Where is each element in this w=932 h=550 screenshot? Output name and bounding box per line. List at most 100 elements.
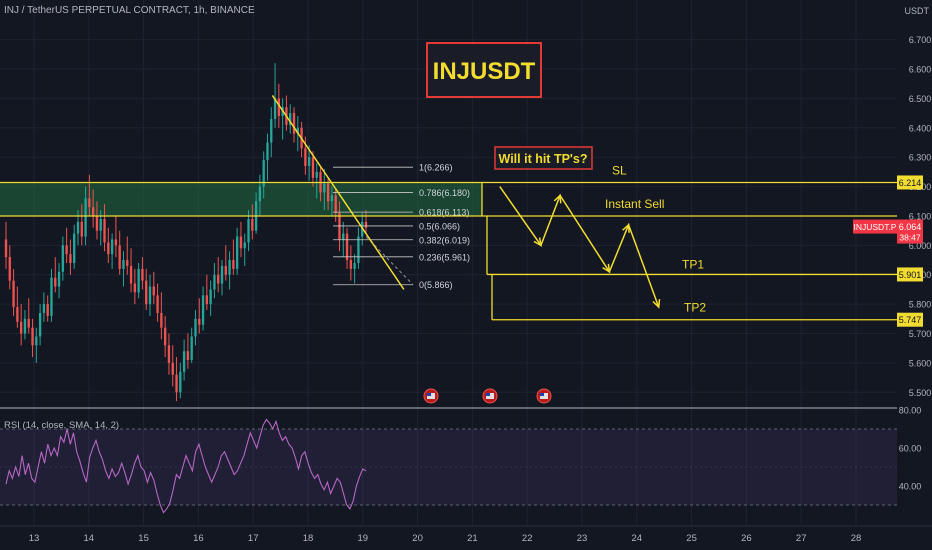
candle-body xyxy=(114,239,118,246)
candle-body xyxy=(266,142,269,161)
fib-level-label: 1(6.266) xyxy=(419,163,453,173)
time-tick-label: 18 xyxy=(303,533,314,544)
candle-body xyxy=(330,195,334,202)
candle-body xyxy=(349,260,353,269)
candle-body xyxy=(209,289,212,305)
candle-body xyxy=(220,265,224,284)
candle-body xyxy=(42,304,46,313)
time-tick-label: 26 xyxy=(741,533,752,544)
candles xyxy=(4,63,368,402)
rsi-tick-label: 80.00 xyxy=(899,406,922,416)
candle-body xyxy=(175,374,178,393)
currency-label: USDT xyxy=(905,6,930,16)
candle-body xyxy=(27,318,30,328)
price-tag-text: 6.214 xyxy=(899,178,922,188)
current-price-text: 6.064 xyxy=(899,222,922,232)
candle-body xyxy=(239,236,243,249)
candle-body xyxy=(31,327,34,346)
candle-body xyxy=(152,286,155,296)
candle-body xyxy=(54,277,57,287)
arrowhead xyxy=(533,237,542,247)
candle-body xyxy=(95,215,99,231)
candle-body xyxy=(307,157,311,167)
candle-body xyxy=(182,351,186,372)
candle-body xyxy=(126,260,129,266)
fib-diagonal xyxy=(365,236,414,286)
level-label: SL xyxy=(612,163,627,177)
candle-body xyxy=(232,260,235,269)
arrowhead xyxy=(622,223,630,233)
candle-body xyxy=(171,362,174,375)
candle-body xyxy=(65,245,68,255)
candle-body xyxy=(141,268,144,281)
candle-body xyxy=(186,351,190,360)
candle-body xyxy=(76,221,80,234)
price-axis[interactable]: USDT6.7006.6006.5006.4006.3006.2006.1006… xyxy=(853,0,932,550)
time-tick-label: 28 xyxy=(851,533,862,544)
candle-body xyxy=(12,280,15,308)
candle-body xyxy=(19,321,23,334)
arrowhead xyxy=(602,263,611,274)
time-tick-label: 14 xyxy=(84,533,95,544)
candle-body xyxy=(235,236,239,269)
candle-body xyxy=(247,218,250,243)
fib-level-label: 0(5.866) xyxy=(419,280,453,290)
candle-body xyxy=(129,265,133,284)
candle-body xyxy=(137,268,140,293)
symbol-tag xyxy=(853,219,897,234)
question-text: Will it hit TP's? xyxy=(499,152,588,166)
event-flag-icon-canton xyxy=(427,393,431,396)
candle-body xyxy=(315,171,318,178)
fib-level-label: 0.618(6.113) xyxy=(419,208,469,218)
time-axis[interactable]: 13 14 15 16 17 18 19 20 21 22 23 24 25 26 27 28 xyxy=(0,525,932,544)
candle-body xyxy=(194,318,197,337)
candle-body xyxy=(69,254,72,263)
price-tick-label: 6.600 xyxy=(909,65,932,75)
fib-level-label: 0.5(6.066) xyxy=(419,221,460,231)
event-flag-icon-canton xyxy=(486,393,490,396)
candle-body xyxy=(145,280,148,305)
candle-body xyxy=(46,304,49,316)
candle-body xyxy=(190,336,193,360)
time-tick-label: 27 xyxy=(796,533,807,544)
price-tick-label: 5.700 xyxy=(909,329,932,339)
candle-body xyxy=(289,113,292,125)
candle-body xyxy=(8,257,11,281)
symbol-tag-text: INJUSDT.P xyxy=(854,222,897,232)
question-box xyxy=(494,146,593,170)
price-tag-text: 5.901 xyxy=(899,270,922,280)
candle-body xyxy=(364,221,368,228)
price-tick-label: 6.100 xyxy=(909,211,932,221)
countdown-text: 38:47 xyxy=(899,233,921,243)
candle-body xyxy=(91,207,95,216)
candle-body xyxy=(342,233,345,240)
price-tick-label: 6.700 xyxy=(909,35,932,45)
candle-body xyxy=(251,218,254,231)
candle-body xyxy=(57,271,61,287)
price-tick-label: 6.400 xyxy=(909,123,932,133)
candle-body xyxy=(103,218,106,243)
time-tick-label: 19 xyxy=(358,533,369,544)
event-markers[interactable] xyxy=(423,388,552,404)
price-tick-label: 5.600 xyxy=(909,358,932,368)
candle-body xyxy=(273,98,277,119)
rsi-tick-label: 60.00 xyxy=(899,444,922,454)
candle-body xyxy=(228,260,231,275)
symbol-title[interactable]: INJ / TetherUS PERPETUAL CONTRACT, 1h, B… xyxy=(4,5,255,16)
time-tick-label: 13 xyxy=(29,533,40,544)
price-tick-label: 5.800 xyxy=(909,300,932,310)
candle-body xyxy=(323,183,326,193)
candle-body xyxy=(262,160,265,187)
candle-body xyxy=(84,198,87,237)
price-tag xyxy=(897,175,923,190)
candle-body xyxy=(35,336,38,346)
time-tick-label: 21 xyxy=(467,533,478,544)
price-tick-label: 5.500 xyxy=(909,388,932,398)
rsi-line xyxy=(5,418,367,514)
time-tick-label: 22 xyxy=(522,533,533,544)
rsi-band xyxy=(0,429,897,505)
candle-body xyxy=(99,218,102,231)
candle-body xyxy=(167,345,171,363)
candle-body xyxy=(4,239,8,258)
